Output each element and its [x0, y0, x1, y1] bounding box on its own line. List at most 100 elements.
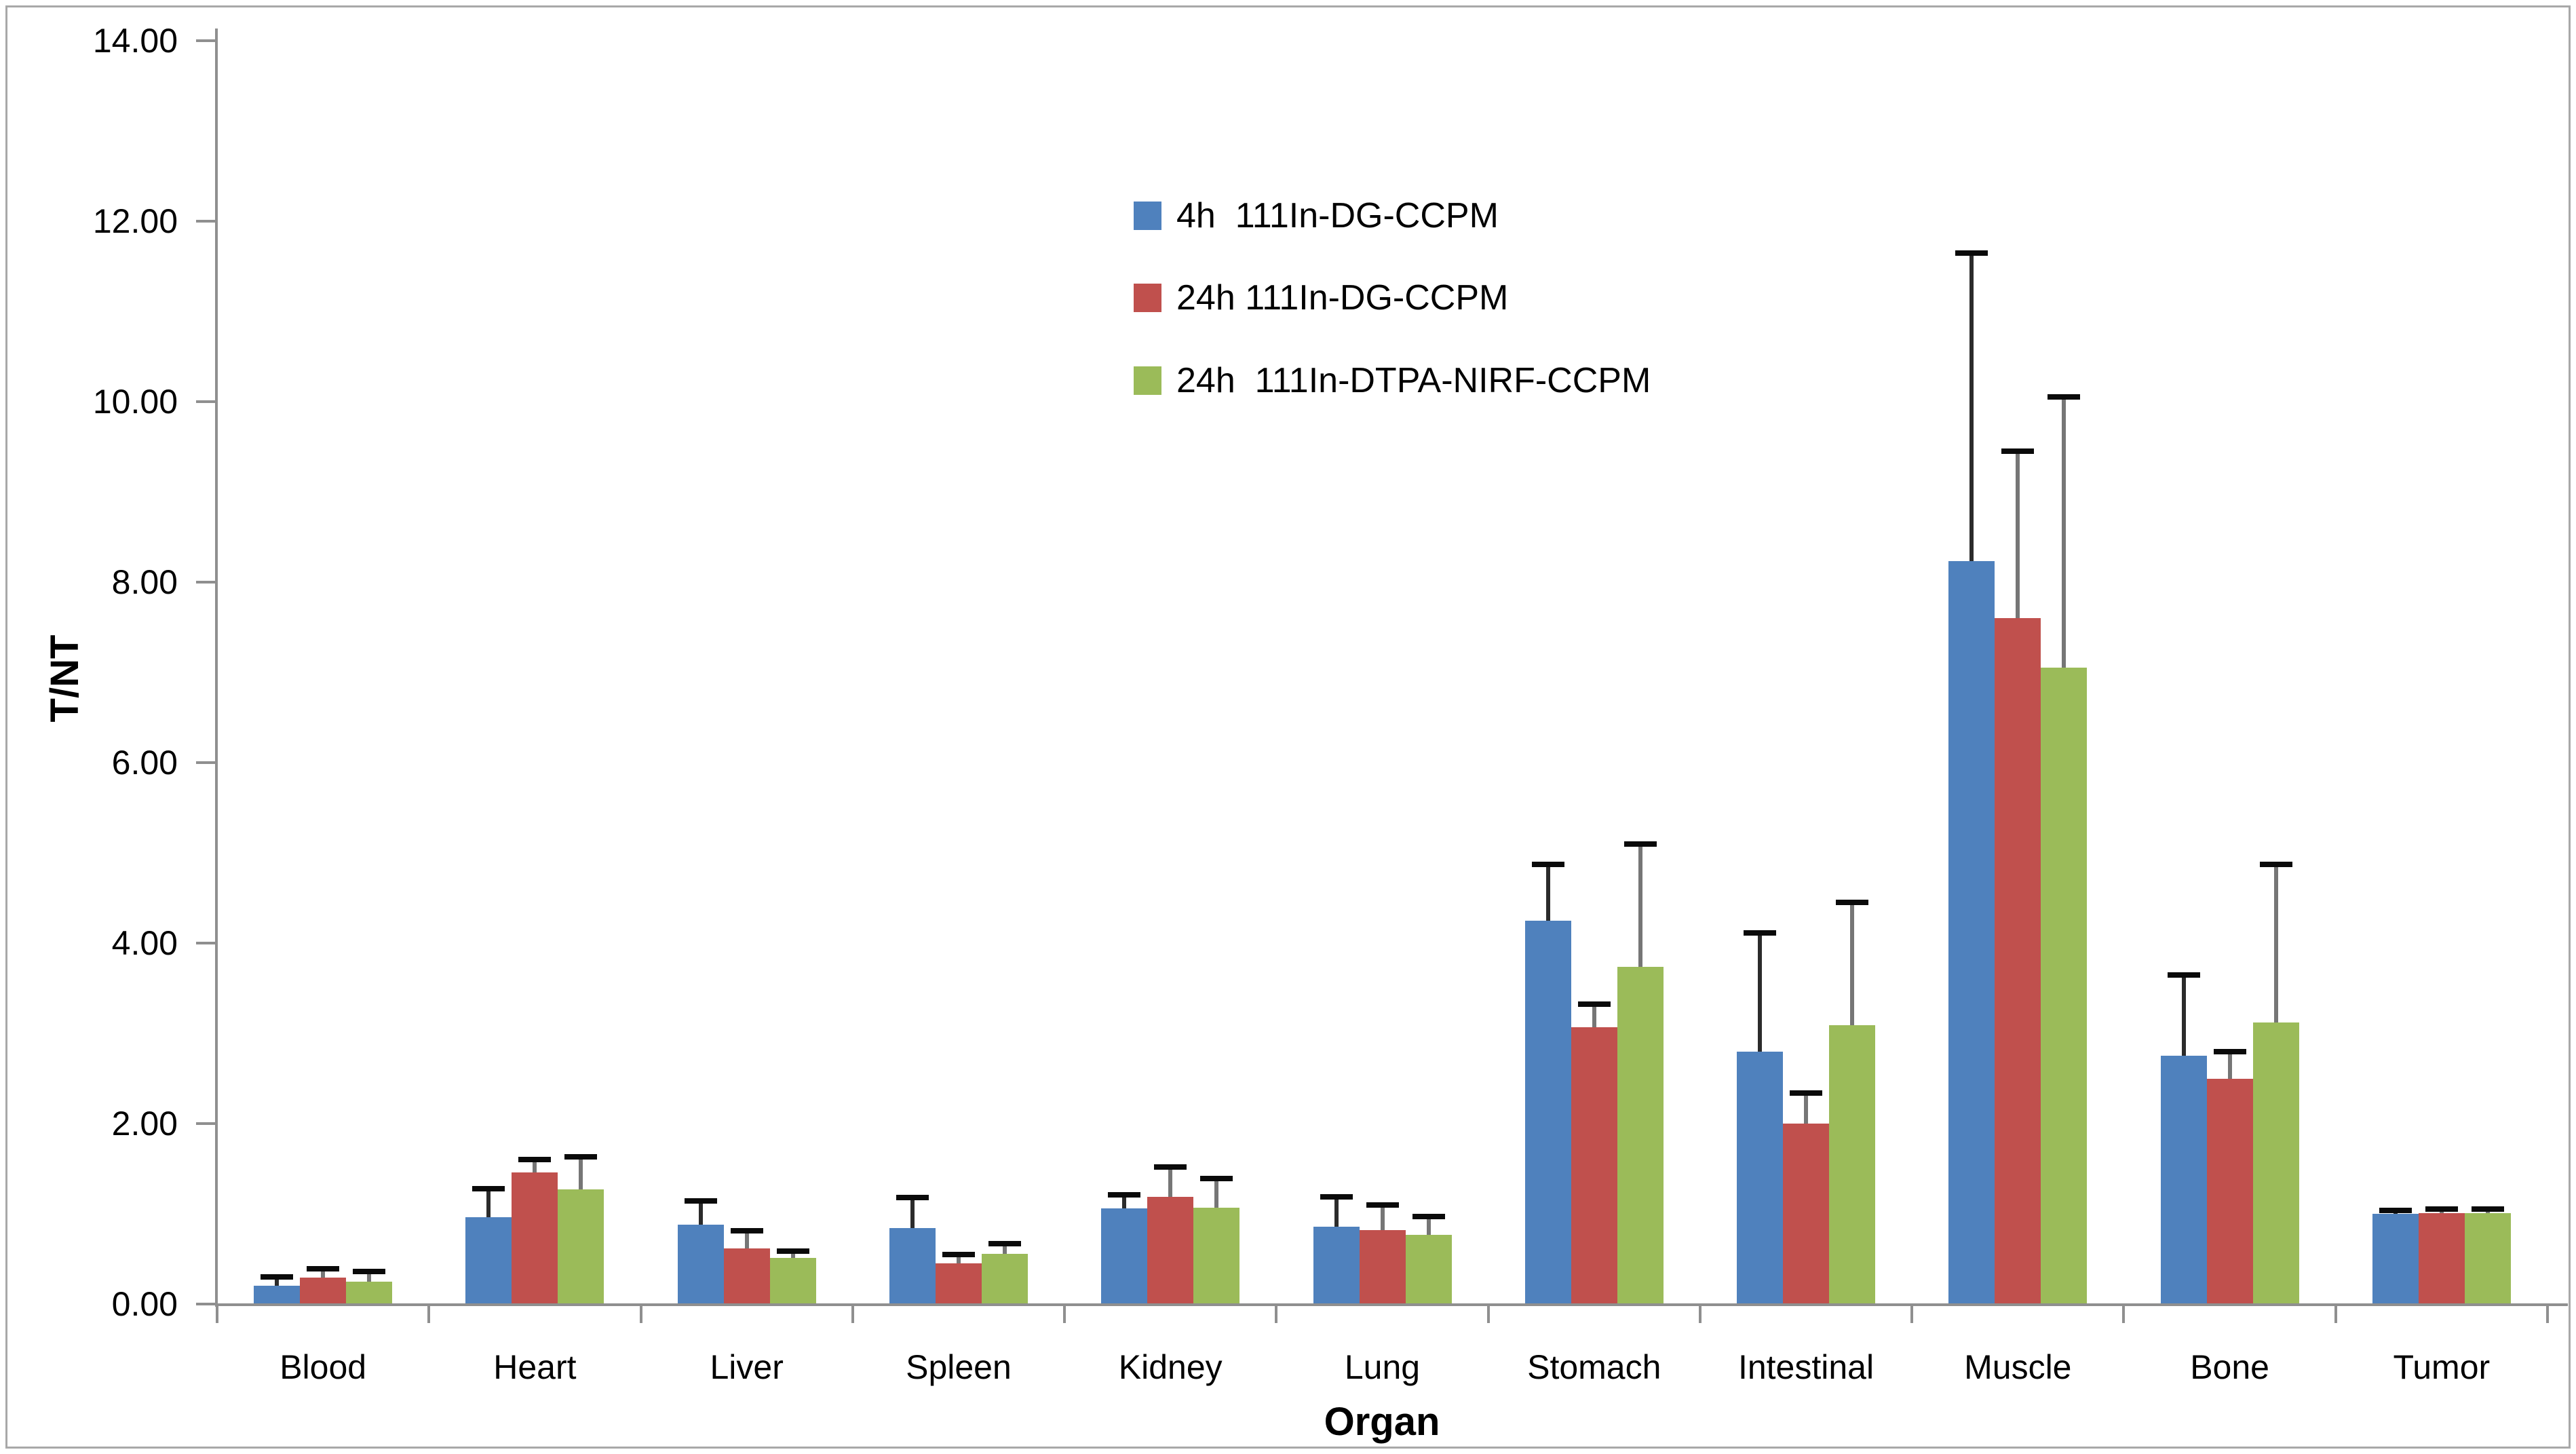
category-label-intestinal: Intestinal: [1737, 1348, 1875, 1386]
error-bar-cap: [1108, 1192, 1141, 1198]
legend-item-24h-111in-dg-ccpm: 24h 111In-DG-CCPM: [1134, 278, 1508, 318]
bar-liver-series0: [677, 1224, 724, 1304]
error-bar-line: [1638, 843, 1642, 967]
y-tick-label: 14.00: [92, 22, 178, 60]
error-bar-line: [367, 1271, 372, 1282]
error-bar-line: [1969, 252, 1974, 562]
x-axis-line: [215, 1303, 2568, 1306]
error-bar-line: [2227, 1051, 2232, 1079]
category-label-bone: Bone: [2190, 1348, 2269, 1386]
error-bar-line: [1850, 902, 1855, 1026]
y-tick-label: 4.00: [111, 924, 178, 962]
error-bar-cap: [1531, 862, 1564, 868]
error-bar-cap: [2001, 448, 2035, 455]
bar-intestinal-series0: [1737, 1051, 1784, 1304]
error-bar-line: [2181, 974, 2186, 1056]
bar-liver-series1: [723, 1248, 770, 1304]
y-axis-title: T/NT: [43, 634, 87, 723]
error-bar-line: [486, 1188, 491, 1218]
bar-kidney-series0: [1101, 1208, 1148, 1304]
y-tick-mark: [196, 1122, 216, 1125]
bar-kidney-series2: [1193, 1207, 1240, 1304]
bar-blood-series2: [346, 1281, 393, 1304]
error-bar-line: [2016, 451, 2020, 619]
error-bar-line: [1122, 1195, 1127, 1209]
bar-lung-series0: [1313, 1226, 1360, 1304]
bar-lung-series1: [1359, 1229, 1406, 1304]
bar-bone-series1: [2206, 1078, 2253, 1304]
x-tick-mark: [851, 1304, 854, 1323]
x-tick-mark: [427, 1304, 431, 1323]
x-tick-mark: [2546, 1304, 2549, 1323]
bar-lung-series2: [1405, 1234, 1452, 1304]
category-label-heart: Heart: [493, 1348, 577, 1386]
bar-tumor-series1: [2418, 1212, 2465, 1304]
error-bar-cap: [1577, 1001, 1611, 1008]
error-bar-cap: [2425, 1206, 2458, 1212]
error-bar-line: [1592, 1004, 1596, 1027]
bar-spleen-series1: [935, 1263, 982, 1304]
error-bar-line: [1545, 864, 1550, 921]
category-label-blood: Blood: [280, 1348, 367, 1386]
x-tick-mark: [216, 1304, 218, 1323]
bar-stomach-series1: [1571, 1027, 1617, 1304]
error-bar-cap: [942, 1251, 975, 1257]
error-bar-line: [1758, 933, 1763, 1052]
error-bar-cap: [1320, 1193, 1353, 1200]
bar-spleen-series0: [889, 1228, 936, 1304]
y-tick-mark: [196, 1303, 216, 1305]
error-bar-cap: [2167, 972, 2200, 978]
error-bar-cap: [684, 1198, 717, 1204]
bar-blood-series1: [300, 1278, 347, 1304]
y-tick-label: 2.00: [111, 1105, 178, 1143]
x-tick-mark: [2334, 1304, 2337, 1323]
error-bar-cap: [2471, 1206, 2504, 1212]
error-bar-cap: [472, 1185, 505, 1191]
error-bar-cap: [261, 1274, 294, 1280]
legend-item-24h-111in-dtpa-nirf-ccpm: 24h 111In-DTPA-NIRF-CCPM: [1134, 360, 1651, 401]
bar-muscle-series1: [1995, 618, 2041, 1304]
bar-muscle-series0: [1948, 561, 1995, 1304]
bar-heart-series0: [465, 1217, 512, 1304]
y-tick-mark: [196, 400, 216, 403]
chart-frame: [5, 5, 2571, 1449]
bar-heart-series2: [558, 1189, 604, 1304]
error-bar-line: [790, 1250, 795, 1259]
error-bar-line: [1002, 1243, 1007, 1254]
category-label-tumor: Tumor: [2393, 1348, 2491, 1386]
error-bar-line: [1804, 1092, 1809, 1124]
bar-intestinal-series2: [1829, 1025, 1876, 1304]
bar-muscle-series2: [2041, 668, 2088, 1304]
plot-area: 0.00 2.00 4.00 6.00 8.00 10.00 12.00 14.00 Bloo…: [93, 22, 2568, 1386]
error-bar-cap: [988, 1240, 1021, 1246]
bar-bone-series2: [2252, 1022, 2299, 1304]
error-bar-line: [533, 1160, 537, 1172]
y-tick-label: 0.00: [111, 1285, 178, 1323]
error-bar-cap: [776, 1248, 809, 1254]
error-bar-line: [744, 1231, 749, 1248]
legend-label: 24h 111In-DTPA-NIRF-CCPM: [1176, 361, 1651, 400]
error-bar-cap: [2379, 1207, 2412, 1213]
error-bar-cap: [1836, 900, 1869, 906]
error-bar-cap: [2259, 862, 2292, 868]
x-tick-mark: [639, 1304, 642, 1323]
error-bar-line: [275, 1277, 280, 1286]
x-tick-mark: [1910, 1304, 1914, 1323]
y-tick-mark: [196, 761, 216, 764]
category-label-stomach: Stomach: [1527, 1348, 1661, 1386]
error-bar-cap: [1200, 1176, 1233, 1182]
error-bar-line: [1380, 1204, 1385, 1230]
bar-spleen-series2: [981, 1253, 1028, 1304]
y-tick-label: 10.00: [92, 383, 178, 421]
error-bar-cap: [1744, 930, 1777, 936]
bar-stomach-series0: [1524, 920, 1571, 1304]
error-bar-line: [1426, 1217, 1431, 1235]
y-axis-line: [215, 28, 218, 1307]
legend-swatch-red-icon: [1134, 284, 1161, 312]
bar-heart-series1: [512, 1172, 558, 1304]
error-bar-cap: [307, 1266, 340, 1272]
error-bar-cap: [1154, 1164, 1187, 1170]
error-bar-line: [956, 1254, 961, 1264]
error-bar-line: [698, 1201, 703, 1225]
legend-swatch-green-icon: [1134, 366, 1161, 395]
